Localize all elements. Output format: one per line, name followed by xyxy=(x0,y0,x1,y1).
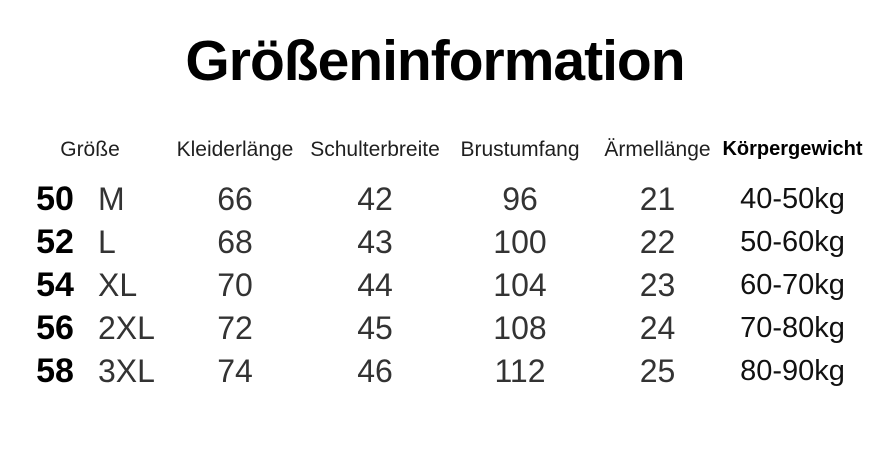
cell-groesse-label: XL xyxy=(98,266,138,303)
cell-groesse-num: 58 xyxy=(36,351,74,390)
cell-brustumfang: 100 xyxy=(493,223,547,260)
cell-schulterbreite: 45 xyxy=(357,309,393,346)
cell-aermellaenge: 21 xyxy=(639,180,676,217)
col-header-aermellaenge: Ärmellänge xyxy=(604,137,711,161)
cell-groesse-label: L xyxy=(98,223,116,260)
cell-koerpergewicht: 60-70kg xyxy=(740,268,845,301)
col-header-schulterbreite: Schulterbreite xyxy=(310,137,440,161)
size-chart-page: Größeninformation Größe Kleiderlänge Sch… xyxy=(0,29,870,457)
col-header-koerpergewicht: Körpergewicht xyxy=(722,138,863,161)
cell-brustumfang: 112 xyxy=(494,352,546,389)
cell-kleiderlaenge: 74 xyxy=(217,352,253,389)
cell-brustumfang: 96 xyxy=(502,180,538,217)
col-header-kleiderlaenge: Kleiderlänge xyxy=(176,137,294,161)
cell-schulterbreite: 42 xyxy=(357,180,393,217)
cell-groesse-num: 56 xyxy=(36,308,74,347)
cell-groesse-label: M xyxy=(98,180,125,217)
cell-aermellaenge: 22 xyxy=(639,223,676,260)
page-title: Größeninformation xyxy=(185,29,685,93)
cell-groesse-label: 2XL xyxy=(98,309,155,346)
cell-aermellaenge: 24 xyxy=(639,309,676,346)
cell-groesse-num: 50 xyxy=(36,179,74,218)
col-header-brustumfang: Brustumfang xyxy=(460,137,580,161)
cell-aermellaenge: 23 xyxy=(639,266,676,303)
cell-koerpergewicht: 50-60kg xyxy=(740,225,845,258)
cell-aermellaenge: 25 xyxy=(639,352,676,389)
cell-brustumfang: 108 xyxy=(493,309,547,346)
cell-kleiderlaenge: 70 xyxy=(217,266,253,303)
cell-groesse-num: 54 xyxy=(36,265,74,304)
size-table-header-row: Größe Kleiderlänge Schulterbreite Brustu… xyxy=(20,130,870,170)
cell-koerpergewicht: 40-50kg xyxy=(740,182,845,215)
cell-groesse-num: 52 xyxy=(36,222,74,261)
cell-kleiderlaenge: 68 xyxy=(217,223,253,260)
size-table-body: 50 M 66 42 96 21 40-50kg 52 L 68 43 100 … xyxy=(20,178,870,393)
cell-brustumfang: 104 xyxy=(493,266,547,303)
size-table: Größe Kleiderlänge Schulterbreite Brustu… xyxy=(0,130,870,393)
col-header-groesse: Größe xyxy=(60,137,120,161)
cell-schulterbreite: 46 xyxy=(357,352,393,389)
cell-koerpergewicht: 70-80kg xyxy=(740,311,845,344)
cell-groesse-label: 3XL xyxy=(98,352,155,389)
cell-schulterbreite: 43 xyxy=(357,223,393,260)
cell-schulterbreite: 44 xyxy=(357,266,393,303)
cell-koerpergewicht: 80-90kg xyxy=(740,354,845,387)
cell-kleiderlaenge: 72 xyxy=(217,309,253,346)
cell-kleiderlaenge: 66 xyxy=(217,180,253,217)
